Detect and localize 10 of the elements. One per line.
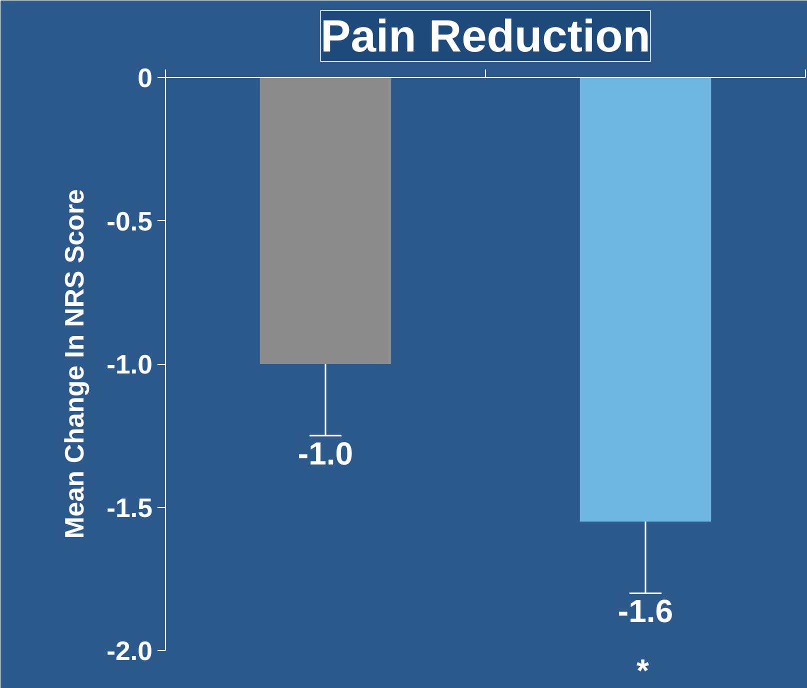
y-tick-label: -1.5 — [106, 492, 153, 523]
text: * — [636, 652, 650, 688]
y-tick-label: -0.5 — [106, 206, 153, 236]
y-axis-title: Mean Change In NRS Score — [60, 189, 90, 539]
y-tick-label: -2.0 — [106, 636, 153, 666]
y-tick-label: 0 — [138, 63, 153, 93]
data-label: -1.6 — [618, 593, 674, 630]
y-tick-label: -1.0 — [106, 350, 153, 380]
data-label: -1.0 — [298, 436, 354, 472]
chart-title: Pain Reduction — [320, 10, 650, 62]
